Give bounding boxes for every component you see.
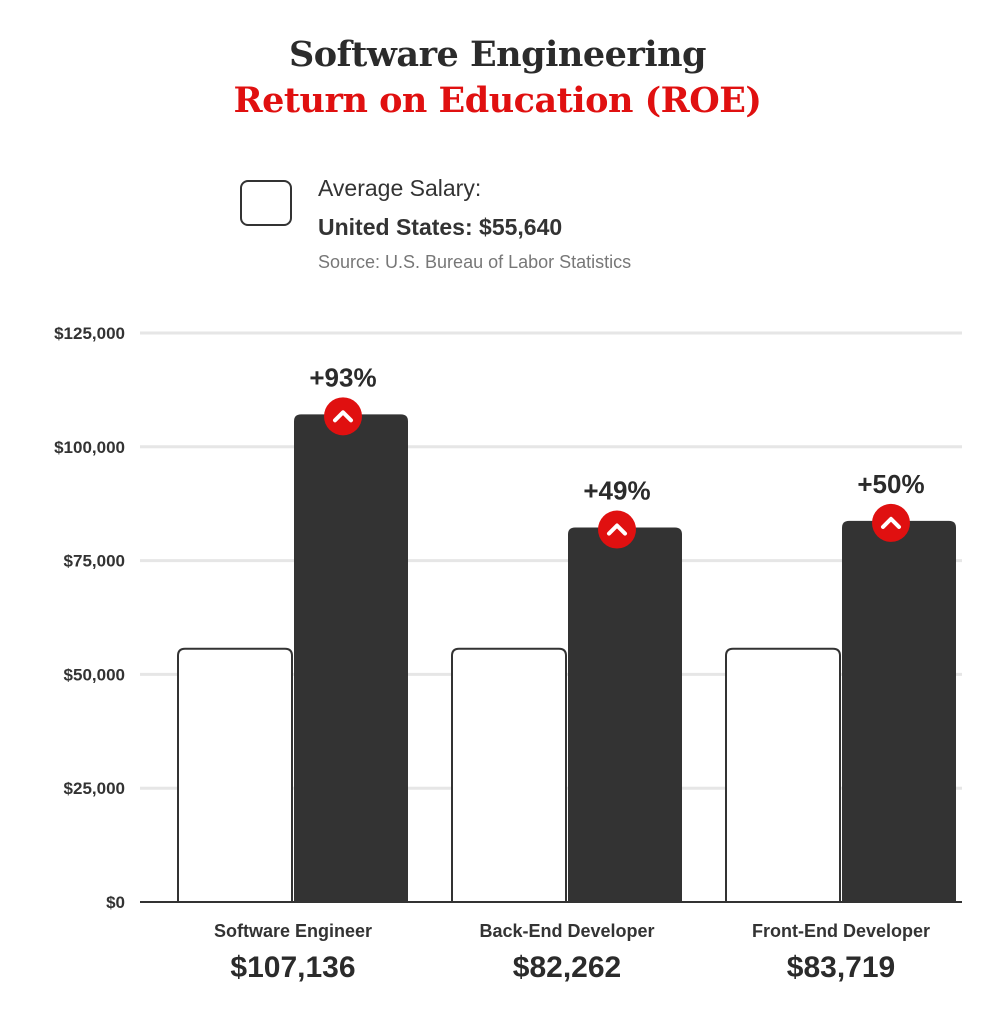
salary-value-label: $83,719: [787, 951, 895, 984]
legend-label: Average Salary:: [318, 175, 482, 201]
chart-subtitle: Return on Education (ROE): [233, 80, 762, 121]
bar-average-salary: [725, 647, 841, 903]
legend-value: United States: $55,640: [318, 214, 563, 240]
percent-increase-label: +50%: [857, 469, 924, 499]
chevron-up-icon: [333, 410, 353, 423]
category-label: Software Engineer: [214, 921, 372, 941]
increase-badge-icon: [598, 510, 636, 549]
bar-role-salary: [842, 520, 956, 902]
y-tick-label: $100,000: [54, 438, 125, 457]
percent-increase-label: +49%: [583, 476, 650, 506]
legend-source: Source: U.S. Bureau of Labor Statistics: [318, 252, 632, 272]
bar-average-salary: [177, 647, 293, 903]
salary-value-label: $107,136: [230, 951, 355, 984]
y-tick-label: $25,000: [64, 779, 125, 798]
bar-role-salary: [568, 527, 682, 902]
y-tick-label: $0: [106, 893, 125, 912]
salary-value-label: $82,262: [513, 951, 621, 984]
chevron-up-icon: [881, 516, 901, 529]
increase-badge-icon: [324, 397, 362, 436]
bar-role-salary: [294, 414, 408, 902]
y-tick-label: $75,000: [64, 552, 125, 571]
category-label: Front-End Developer: [752, 921, 930, 941]
y-tick-label: $125,000: [54, 324, 125, 343]
percent-increase-label: +93%: [309, 362, 376, 392]
legend-swatch-average-salary: [240, 180, 292, 226]
chevron-up-icon: [607, 523, 627, 536]
chart-title: Software Engineering: [288, 34, 707, 75]
y-tick-label: $50,000: [64, 665, 125, 684]
category-label: Back-End Developer: [479, 921, 654, 941]
bar-average-salary: [451, 647, 567, 903]
increase-badge-icon: [872, 503, 910, 542]
